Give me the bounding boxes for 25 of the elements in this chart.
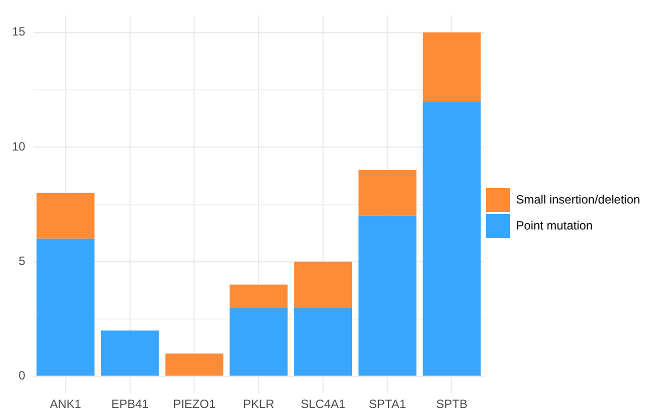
x-tick-label: EPB41	[111, 397, 149, 412]
legend-label: Small insertion/deletion	[516, 192, 640, 206]
x-tick-label: ANK1	[50, 397, 82, 412]
x-tick-label: SLC4A1	[300, 397, 346, 412]
y-tick-label: 0	[18, 368, 26, 383]
bar	[36, 192, 95, 239]
x-tick-label: PIEZO1	[172, 397, 216, 412]
bar	[100, 330, 159, 376]
y-tick-label: 15	[12, 24, 26, 39]
bar	[230, 308, 288, 376]
x-tick-label: PKLR	[242, 397, 275, 412]
bar	[36, 238, 95, 376]
bar	[422, 101, 481, 376]
y-tick-label: 10	[12, 139, 26, 154]
legend-label: Point mutation	[516, 218, 593, 232]
bar	[294, 262, 352, 308]
bar	[165, 353, 224, 376]
bar	[294, 308, 352, 376]
bar	[422, 32, 481, 102]
x-tick-label: SPTA1	[368, 397, 406, 412]
bar	[230, 284, 288, 308]
bar	[358, 216, 416, 376]
bar	[358, 170, 416, 216]
y-tick-label: 5	[18, 254, 26, 268]
x-tick-label: SPTB	[436, 397, 468, 412]
